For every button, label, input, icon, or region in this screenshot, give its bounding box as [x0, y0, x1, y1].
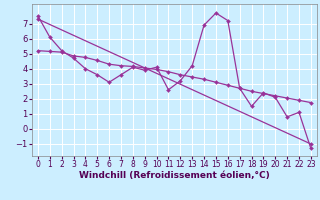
X-axis label: Windchill (Refroidissement éolien,°C): Windchill (Refroidissement éolien,°C) — [79, 171, 270, 180]
